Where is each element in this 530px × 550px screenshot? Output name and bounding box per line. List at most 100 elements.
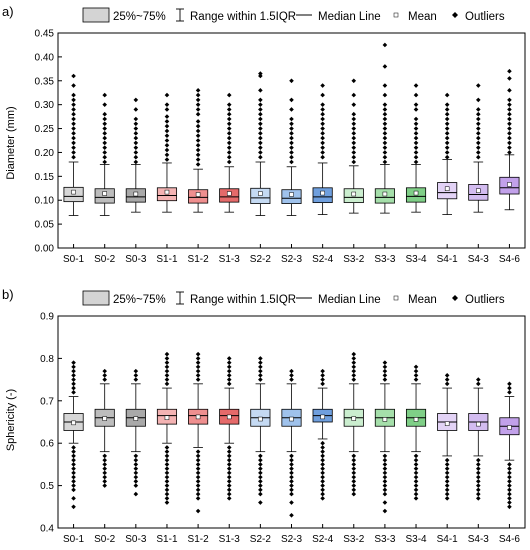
x-tick-label-b-4: S1-2 <box>188 534 210 545</box>
outlier-point <box>320 83 325 88</box>
box-group-a-9 <box>343 78 364 214</box>
outlier-point <box>382 479 388 484</box>
box-group-b-12 <box>437 373 458 501</box>
mean-marker <box>444 421 450 426</box>
legend-a-box-label: 25%~75% <box>113 11 166 23</box>
outlier-point <box>382 364 388 370</box>
outlier-point <box>444 466 450 471</box>
outlier-point <box>382 102 388 107</box>
outlier-point <box>351 470 357 476</box>
outlier-point <box>258 356 263 361</box>
outlier-point <box>382 368 388 374</box>
outlier-point <box>258 479 263 484</box>
mean-marker <box>226 414 232 420</box>
outlier-point <box>164 157 170 162</box>
outlier-point <box>102 111 107 117</box>
outlier-point <box>195 147 201 153</box>
outlier-point <box>476 135 481 141</box>
outlier-point <box>320 445 325 450</box>
outlier-point <box>507 88 512 93</box>
outlier-point <box>351 457 357 463</box>
outlier-point <box>507 140 512 146</box>
mean-marker <box>320 414 325 420</box>
outlier-point <box>382 150 388 155</box>
legend-b-box-swatch <box>82 290 110 306</box>
outlier-point <box>320 111 325 117</box>
outlier-point <box>382 466 388 471</box>
outlier-point <box>476 491 481 497</box>
outlier-point <box>195 479 201 484</box>
box-group-b-14 <box>499 381 520 510</box>
outlier-point <box>444 377 450 382</box>
outlier-point <box>289 107 294 112</box>
outlier-point <box>382 145 388 150</box>
legend-a-outliers-label: Outliers <box>465 11 505 23</box>
x-tick-label-a-6: S2-2 <box>250 254 272 265</box>
outlier-point <box>195 123 201 129</box>
outlier-point <box>164 449 170 454</box>
outlier-point <box>102 470 107 476</box>
outlier-point <box>226 453 232 459</box>
outlier-point <box>102 453 107 459</box>
outlier-point <box>351 126 357 131</box>
outlier-point <box>444 140 450 146</box>
outlier-point <box>320 474 325 480</box>
outlier-point <box>507 500 512 505</box>
outlier-point <box>413 116 419 122</box>
outlier-point <box>351 78 357 84</box>
outlier-point <box>133 462 139 467</box>
outlier-point <box>164 483 170 488</box>
outlier-point <box>351 377 357 382</box>
outlier-point <box>164 360 170 365</box>
outlier-point <box>195 119 201 124</box>
outlier-point <box>164 133 170 139</box>
outlier-point <box>133 373 139 378</box>
outlier-point <box>476 470 481 476</box>
outlier-point <box>351 474 357 480</box>
outlier-point <box>413 102 419 107</box>
outlier-point <box>476 377 481 382</box>
outlier-point <box>413 121 419 127</box>
outlier-point <box>382 470 388 476</box>
outlier-point <box>320 102 325 107</box>
outlier-point <box>102 466 107 471</box>
outlier-point <box>382 135 388 141</box>
y-tick-label-a-8: 0.40 <box>35 52 55 63</box>
outlier-point <box>351 360 357 365</box>
outlier-point <box>413 491 419 497</box>
outlier-point <box>507 145 512 150</box>
x-tick-label-a-1: S0-2 <box>94 254 116 265</box>
y-axis-b: 0.4 0.5 0.6 0.7 0.8 0.9 <box>40 312 62 535</box>
mean-marker <box>258 191 263 196</box>
outlier-point <box>258 377 263 382</box>
outlier-point <box>289 159 294 165</box>
outlier-point <box>102 140 107 146</box>
outlier-point <box>258 71 263 76</box>
outlier-point <box>195 508 201 514</box>
box-group-b-9 <box>343 351 364 497</box>
outlier-point <box>444 107 450 112</box>
outlier-point <box>476 457 481 463</box>
outlier-point <box>71 453 76 459</box>
outlier-point <box>164 152 170 158</box>
outlier-point <box>476 150 481 155</box>
box-group-a-8 <box>312 83 333 215</box>
outlier-point <box>413 496 419 501</box>
x-tick-label-a-5: S1-3 <box>219 254 241 265</box>
outlier-point <box>507 102 512 107</box>
outlier-point <box>164 368 170 374</box>
outlier-point <box>351 116 357 122</box>
outlier-point <box>195 111 201 117</box>
outlier-point <box>382 500 388 505</box>
outlier-point <box>133 121 139 127</box>
box-group-b-4 <box>188 351 209 514</box>
outlier-point <box>507 116 512 122</box>
outlier-point <box>71 373 76 378</box>
outlier-point <box>226 457 232 463</box>
box-group-a-6 <box>250 71 271 216</box>
outlier-point <box>444 150 450 155</box>
outlier-point <box>195 462 201 467</box>
outlier-point <box>382 462 388 467</box>
outlier-point <box>320 381 325 387</box>
legend-a-outlier-icon <box>452 12 458 18</box>
